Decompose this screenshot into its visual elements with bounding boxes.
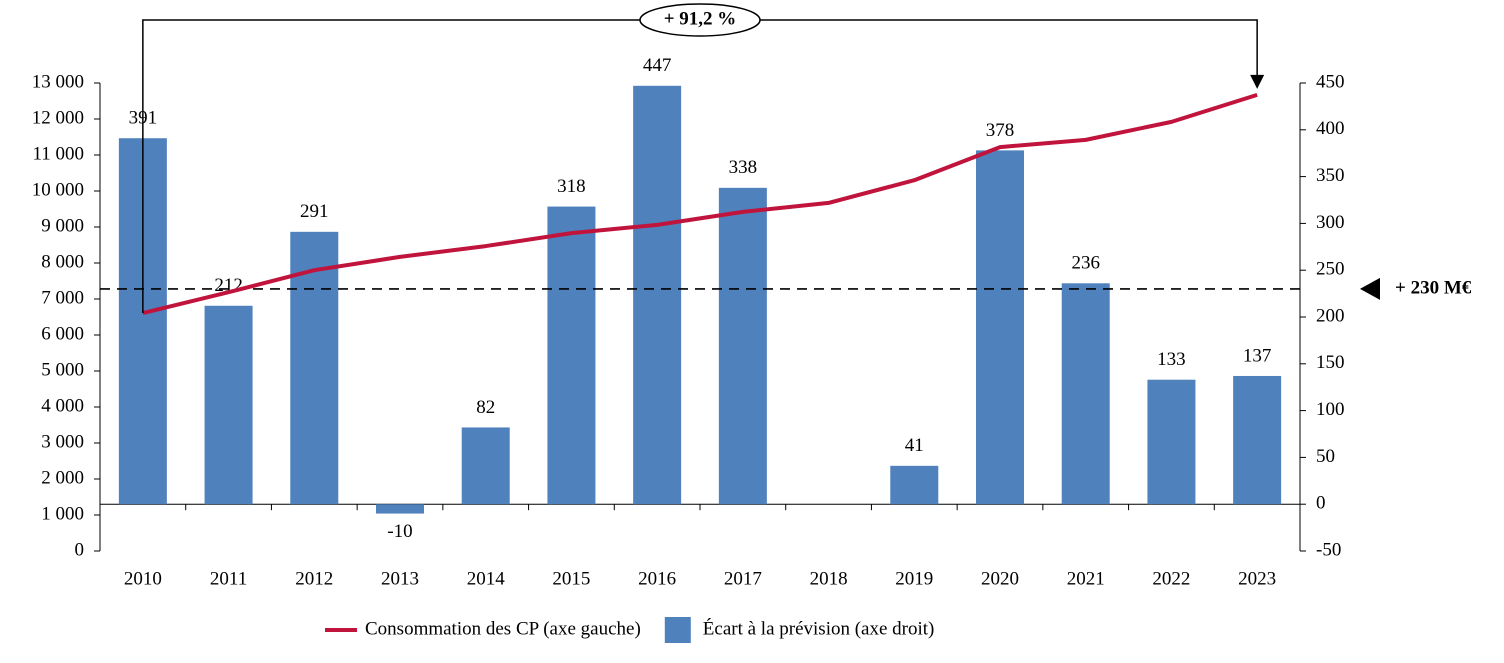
bar-value-label: 137 [1243, 345, 1272, 366]
y-tick-label: 5 000 [41, 359, 84, 380]
legend-label: Écart à la prévision (axe droit) [703, 617, 935, 639]
y-tick-label: 10 000 [32, 179, 84, 200]
bar-value-label: 318 [557, 176, 586, 197]
x-tick-label: 2010 [124, 568, 162, 589]
y2-tick-label: 400 [1316, 118, 1345, 139]
x-tick-label: 2015 [552, 568, 590, 589]
x-tick-label: 2018 [810, 568, 848, 589]
growth-badge [639, 3, 761, 37]
line-series [142, 92, 1258, 315]
x-tick-label: 2023 [1238, 568, 1276, 589]
bar [1147, 379, 1196, 505]
bar-value-label: 82 [476, 397, 495, 418]
y-tick-label: 0 [75, 539, 85, 560]
bar [1061, 283, 1110, 505]
x-tick-label: 2020 [981, 568, 1019, 589]
growth-arrow [1250, 74, 1265, 89]
y2-tick-label: 350 [1316, 165, 1345, 186]
y2-tick-label: 300 [1316, 212, 1345, 233]
bar [376, 504, 424, 514]
bar [204, 305, 253, 505]
y2-tick-label: 0 [1316, 493, 1326, 514]
y-tick-label: 11 000 [32, 143, 84, 164]
bar [633, 85, 682, 505]
bar [718, 187, 767, 505]
bar-value-label: 41 [905, 435, 924, 456]
x-tick-label: 2012 [295, 568, 333, 589]
bar-value-label: 291 [300, 201, 329, 222]
bar [290, 231, 339, 505]
y2-tick-label: 100 [1316, 399, 1345, 420]
y2-tick-label: 150 [1316, 352, 1345, 373]
bar [890, 465, 939, 505]
y-tick-label: 6 000 [41, 323, 84, 344]
x-tick-label: 2013 [381, 568, 419, 589]
x-tick-label: 2019 [895, 568, 933, 589]
y2-tick-label: -50 [1316, 539, 1341, 560]
bar [547, 206, 596, 505]
y-tick-label: 9 000 [41, 215, 84, 236]
y-tick-label: 3 000 [41, 431, 84, 452]
bar-value-label: 133 [1157, 349, 1186, 370]
bar-value-label: 338 [729, 157, 758, 178]
legend-label: Consommation des CP (axe gauche) [365, 618, 641, 639]
y2-tick-label: 250 [1316, 259, 1345, 280]
bar-value-label: 378 [986, 120, 1015, 141]
y-tick-label: 12 000 [32, 107, 84, 128]
bar [976, 150, 1024, 505]
y-tick-label: 13 000 [32, 71, 84, 92]
y2-tick-label: 450 [1316, 71, 1345, 92]
x-tick-label: 2014 [467, 568, 506, 589]
bar-value-label: 447 [643, 55, 672, 76]
bar [461, 427, 510, 505]
x-tick-label: 2022 [1152, 568, 1190, 589]
y2-tick-label: 50 [1316, 446, 1335, 467]
reference-marker [1360, 277, 1380, 300]
x-tick-label: 2011 [210, 568, 247, 589]
bar [1233, 375, 1282, 505]
x-tick-label: 2016 [638, 568, 676, 589]
y-tick-label: 7 000 [41, 287, 84, 308]
x-tick-label: 2017 [724, 568, 762, 589]
bar-value-label: 236 [1071, 253, 1100, 274]
y-tick-label: 1 000 [41, 503, 84, 524]
y2-tick-label: 200 [1316, 305, 1345, 326]
x-tick-label: 2021 [1067, 568, 1105, 589]
bar-value-label: -10 [387, 521, 412, 542]
y-tick-label: 4 000 [41, 395, 84, 416]
reference-label: + 230 M€ [1395, 277, 1472, 298]
y-tick-label: 2 000 [41, 467, 84, 488]
y-tick-label: 8 000 [41, 251, 84, 272]
legend-swatch [664, 617, 691, 643]
growth-label: + 91,2 % [664, 8, 737, 29]
